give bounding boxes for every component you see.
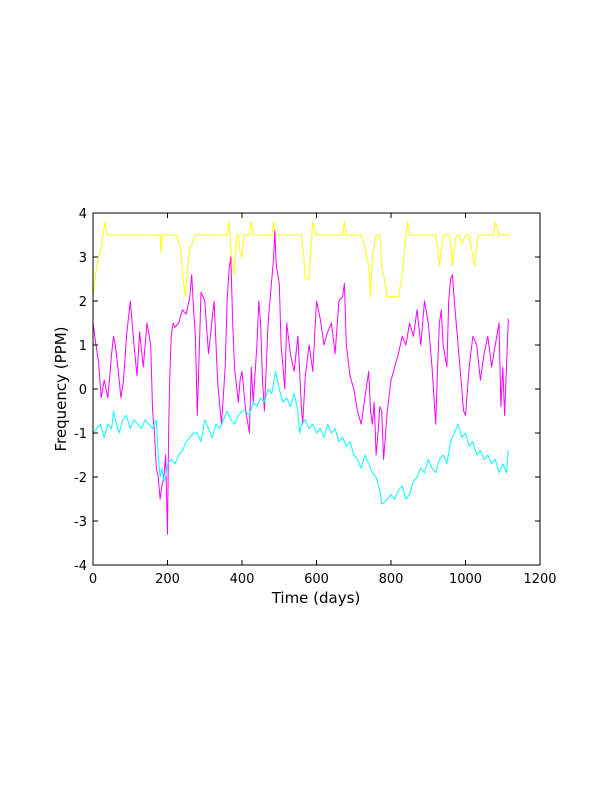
x-tick-label: 0 <box>89 572 97 587</box>
y-axis-label: Frequency (PPM) <box>52 327 70 452</box>
series-line-3 <box>92 370 509 504</box>
series-line-2 <box>92 230 509 535</box>
y-tick-label: -1 <box>74 427 87 442</box>
y-tick-label: 1 <box>79 339 87 354</box>
series-line-1 <box>92 221 511 298</box>
y-tick-label: 0 <box>79 383 87 398</box>
y-tick-label: 4 <box>79 207 87 222</box>
y-tick-label: -3 <box>74 515 87 530</box>
x-tick-label: 1200 <box>523 572 556 587</box>
y-tick-label: 3 <box>79 251 87 266</box>
plot-frame <box>92 212 541 566</box>
y-tick-label: -4 <box>74 559 87 574</box>
y-tick-label: 2 <box>79 295 87 310</box>
x-tick-label: 400 <box>230 572 255 587</box>
y-tick-label: -2 <box>74 471 87 486</box>
axis-layer: 0 200 400 600 800 1000 1200 -4 -3 -2 -1 0 1 2 3 4 <box>74 207 557 587</box>
x-tick-label: 1000 <box>449 572 482 587</box>
x-tick-label: 200 <box>155 572 180 587</box>
series-layer <box>92 221 511 535</box>
x-tick-label: 800 <box>379 572 404 587</box>
x-axis-label: Time (days) <box>271 589 361 607</box>
x-tick-label: 600 <box>304 572 329 587</box>
